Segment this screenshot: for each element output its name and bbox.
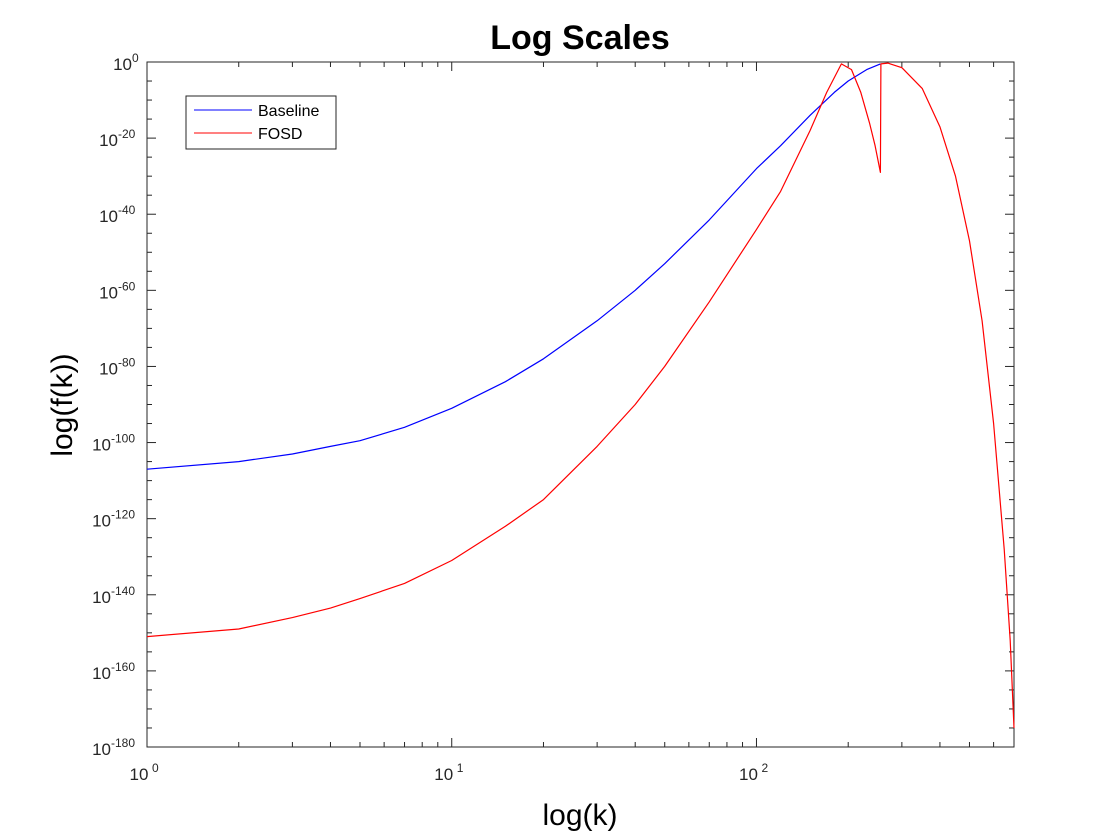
x-axis-label: log(k) (542, 799, 617, 832)
x-tick-exponent: 0 (152, 761, 159, 775)
x-tick-label: 10 (130, 765, 149, 784)
y-tick-exponent: -80 (118, 355, 136, 369)
y-tick-exponent: -100 (111, 432, 135, 446)
y-tick-exponent: -120 (111, 508, 135, 522)
series-line-fosd (146, 62, 1015, 729)
x-tick-exponent: 1 (457, 761, 464, 775)
plot-area (146, 61, 1015, 748)
y-tick-label: 10 (92, 588, 111, 607)
y-tick-exponent: -40 (118, 203, 136, 217)
y-tick-label: 10 (92, 436, 111, 455)
legend-label-fosd: FOSD (258, 126, 302, 143)
y-tick-exponent: 0 (132, 51, 139, 65)
chart-title: Log Scales (490, 19, 670, 57)
y-tick-label: 10 (99, 283, 118, 302)
legend: Baseline FOSD (185, 95, 337, 150)
y-tick-exponent: -160 (111, 660, 135, 674)
legend-box (185, 95, 337, 150)
plot-frame (146, 61, 1015, 748)
x-tick-label: 10 (739, 765, 758, 784)
series-layer (146, 62, 1015, 729)
x-tick-exponent: 2 (761, 761, 768, 775)
series-line-baseline (146, 63, 881, 470)
y-tick-exponent: -180 (111, 736, 135, 750)
y-tick-label: 10 (92, 512, 111, 531)
y-tick-exponent: -20 (118, 127, 136, 141)
y-tick-exponent: -140 (111, 584, 135, 598)
y-tick-label: 10 (92, 740, 111, 759)
y-tick-label: 10 (99, 207, 118, 226)
y-tick-exponent: -60 (118, 279, 136, 293)
legend-label-baseline: Baseline (258, 103, 319, 120)
y-tick-label: 10 (113, 55, 132, 74)
y-axis-label: log(f(k)) (46, 353, 79, 456)
x-tick-label: 10 (434, 765, 453, 784)
y-tick-label: 10 (99, 131, 118, 150)
y-tick-label: 10 (92, 664, 111, 683)
y-tick-label: 10 (99, 359, 118, 378)
